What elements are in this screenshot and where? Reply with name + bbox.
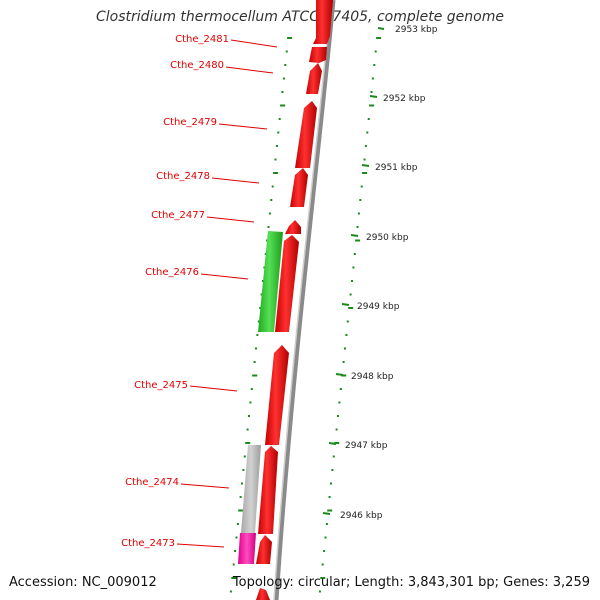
genome-backbone xyxy=(273,0,336,600)
label-cthe2474[interactable]: Cthe_2474 xyxy=(125,477,179,488)
genome-backbone-highlight xyxy=(273,0,332,600)
scale-label: 2950 kbp xyxy=(366,233,409,243)
gene-cthe2476[interactable] xyxy=(275,235,299,332)
label-cthe2477[interactable]: Cthe_2477 xyxy=(151,210,205,221)
scale-tick xyxy=(322,512,331,515)
scale-label: 2947 kbp xyxy=(345,441,388,451)
gene-cthe2476-reverse[interactable] xyxy=(258,231,283,332)
leader-cthe2477 xyxy=(206,216,255,223)
label-cthe2473[interactable]: Cthe_2473 xyxy=(121,538,175,549)
scale-label: 2953 kbp xyxy=(395,25,438,35)
leader-cthe2478 xyxy=(211,177,260,184)
scale-label: 2946 kbp xyxy=(340,511,383,521)
label-cthe2480[interactable]: Cthe_2480 xyxy=(170,60,224,71)
gene-cthe2473-pink[interactable] xyxy=(238,533,256,564)
gene-cthe2474-gray[interactable] xyxy=(241,445,261,533)
gene-cthe2479[interactable] xyxy=(295,101,317,168)
gene-cthe2481[interactable] xyxy=(313,0,333,44)
gene-cthe2480b[interactable] xyxy=(306,63,322,94)
scale-tick xyxy=(328,442,337,445)
scale-label: 2948 kbp xyxy=(351,372,394,382)
scale-tick xyxy=(335,373,344,376)
gene-labels: Cthe_2481 Cthe_2480 Cthe_2479 Cthe_2478 … xyxy=(121,34,278,549)
scale-ruler: 2953 kbp 2952 kbp 2951 kbp 2950 kbp 2949… xyxy=(322,25,438,521)
scale-tick xyxy=(369,95,378,98)
label-cthe2479[interactable]: Cthe_2479 xyxy=(163,117,217,128)
label-cthe2475[interactable]: Cthe_2475 xyxy=(134,380,188,391)
gene-bottom[interactable] xyxy=(256,588,270,600)
scale-tick xyxy=(350,234,359,237)
label-cthe2481[interactable]: Cthe_2481 xyxy=(175,34,229,45)
gene-cthe2474[interactable] xyxy=(258,446,278,534)
leader-cthe2474 xyxy=(180,483,230,489)
topology-label: Topology: circular; Length: 3,843,301 bp… xyxy=(232,575,590,590)
scale-tick xyxy=(361,164,370,167)
gene-cthe2478[interactable] xyxy=(290,168,308,207)
scale-tick xyxy=(377,27,385,30)
accession-label: Accession: NC_009012 xyxy=(9,575,157,590)
leader-cthe2475 xyxy=(189,385,238,392)
scale-label: 2949 kbp xyxy=(357,302,400,312)
scale-label: 2952 kbp xyxy=(383,94,426,104)
leader-cthe2480 xyxy=(225,66,274,74)
leader-cthe2481 xyxy=(230,39,278,48)
label-cthe2478[interactable]: Cthe_2478 xyxy=(156,171,210,182)
label-cthe2476[interactable]: Cthe_2476 xyxy=(145,267,199,278)
genes xyxy=(238,0,333,600)
gene-cthe2477[interactable] xyxy=(285,220,301,234)
map-title: Clostridium thermocellum ATCC 27405, com… xyxy=(96,9,504,25)
leader-cthe2473 xyxy=(176,543,225,548)
gene-cthe2475[interactable] xyxy=(265,345,289,445)
scale-tick xyxy=(341,303,350,306)
leader-cthe2476 xyxy=(200,273,249,280)
scale-label: 2951 kbp xyxy=(375,163,418,173)
gene-cthe2473[interactable] xyxy=(256,535,272,564)
leader-cthe2479 xyxy=(218,123,268,130)
gc-content-track xyxy=(318,37,382,593)
gene-cthe2480[interactable] xyxy=(309,47,327,63)
